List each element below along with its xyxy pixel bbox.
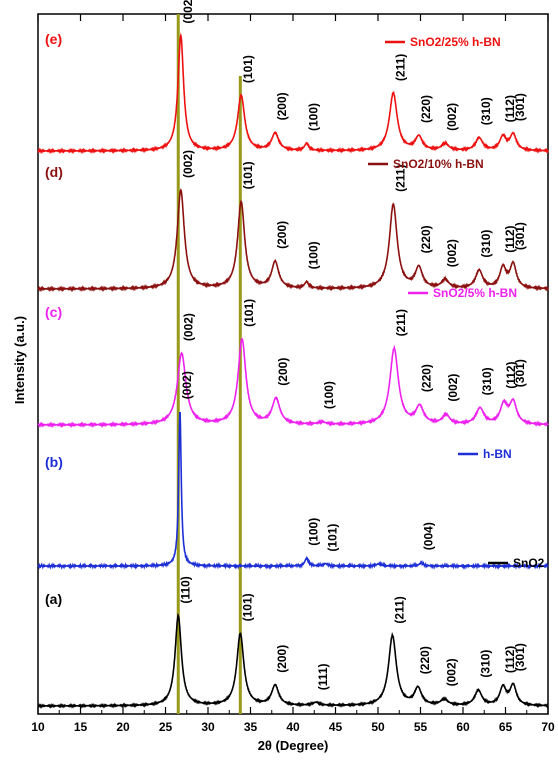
legend-entry: SnO2/5% h-BN <box>433 286 517 300</box>
peak-label: (112) <box>503 225 517 252</box>
peak-label: (101) <box>325 524 339 552</box>
peak-label: (002) <box>445 103 459 131</box>
series-line-0 <box>37 612 549 709</box>
peak-label: (100) <box>307 241 321 269</box>
peak-label: (310) <box>479 97 493 125</box>
peak-label: (301) <box>513 222 527 250</box>
peak-labels: (110) (101) (200) (111) (211) (220) (002) (310)… <box>178 0 527 690</box>
peak-label: (301) <box>513 359 527 387</box>
peak-label: (002) <box>181 150 195 178</box>
panel-label: (d) <box>45 164 63 180</box>
x-tick-label: 70 <box>541 720 555 734</box>
peak-label: (110) <box>178 576 192 603</box>
peak-label: (112) <box>503 95 517 122</box>
panel-label: (b) <box>45 454 63 470</box>
legend-entry: SnO2/10% h-BN <box>393 157 484 171</box>
peak-label: (310) <box>479 230 493 258</box>
peak-label: (220) <box>419 225 433 253</box>
peak-label: (220) <box>420 364 434 392</box>
peak-label: (310) <box>480 367 494 395</box>
peak-label: (200) <box>275 221 289 249</box>
peak-label: (002) <box>444 658 458 686</box>
peak-label: (002) <box>180 371 194 399</box>
peak-label: (200) <box>275 645 289 673</box>
x-tick-label: 10 <box>31 720 45 734</box>
peak-label: (301) <box>513 93 527 121</box>
plot-frame <box>37 13 549 715</box>
peak-label: (002) <box>181 0 195 24</box>
x-tick-label: 20 <box>116 720 130 734</box>
y-axis-title: Intensity (a.u.) <box>12 316 27 404</box>
x-tick-label: 30 <box>201 720 215 734</box>
legend-entry: h-BN <box>483 447 512 461</box>
panel-label: (e) <box>45 31 62 47</box>
peak-label: (002) <box>445 239 459 267</box>
peak-label: (111) <box>316 663 330 690</box>
peak-label: (310) <box>478 650 492 678</box>
legend-entry: SnO2 <box>513 556 545 570</box>
series-line-4 <box>37 32 549 155</box>
peak-label: (200) <box>276 358 290 386</box>
peak-label: (211) <box>394 309 408 336</box>
peak-label: (112) <box>503 646 517 673</box>
peak-label: (101) <box>241 55 255 83</box>
x-tick-label: 35 <box>244 720 258 734</box>
x-tick-label: 40 <box>286 720 300 734</box>
x-tick-label: 45 <box>329 720 343 734</box>
peak-label: (100) <box>307 518 321 546</box>
x-axis: 10 15 20 25 30 35 40 45 50 55 60 65 70 <box>31 14 555 734</box>
peak-label: (101) <box>241 161 255 189</box>
peak-label: (002) <box>182 313 196 341</box>
peak-label: (002) <box>446 374 460 402</box>
peak-label: (100) <box>322 381 336 409</box>
peak-label: (220) <box>419 95 433 123</box>
x-tick-label: 50 <box>371 720 385 734</box>
peak-label: (301) <box>513 643 527 671</box>
x-tick-label: 15 <box>74 720 88 734</box>
peak-label: (004) <box>421 522 435 550</box>
peak-label: (200) <box>275 92 289 120</box>
peak-label: (220) <box>418 646 432 674</box>
reference-lines <box>176 14 242 714</box>
peak-label: (112) <box>504 361 518 388</box>
peak-label: (211) <box>393 54 407 81</box>
legend-entry: SnO2/25% h-BN <box>410 35 501 49</box>
legend: (a) SnO2 (b) h-BN (c) SnO2/5% h-BN (d) SnO2/10%… <box>45 31 545 607</box>
peak-label: (101) <box>242 299 256 327</box>
peak-label: (211) <box>393 165 407 192</box>
panel-label: (c) <box>45 304 62 320</box>
x-tick-label: 65 <box>499 720 513 734</box>
series-line-2 <box>37 337 549 429</box>
series-line-1 <box>37 411 549 570</box>
series-layer <box>37 32 549 709</box>
x-tick-label: 60 <box>456 720 470 734</box>
x-tick-label: 55 <box>414 720 428 734</box>
series-line-3 <box>37 188 549 293</box>
x-tick-label: 25 <box>159 720 173 734</box>
peak-label: (101) <box>240 593 254 621</box>
peak-label: (100) <box>307 103 321 131</box>
x-axis-title: 2θ (Degree) <box>258 738 329 753</box>
panel-label: (a) <box>45 591 62 607</box>
peak-label: (211) <box>393 596 407 623</box>
